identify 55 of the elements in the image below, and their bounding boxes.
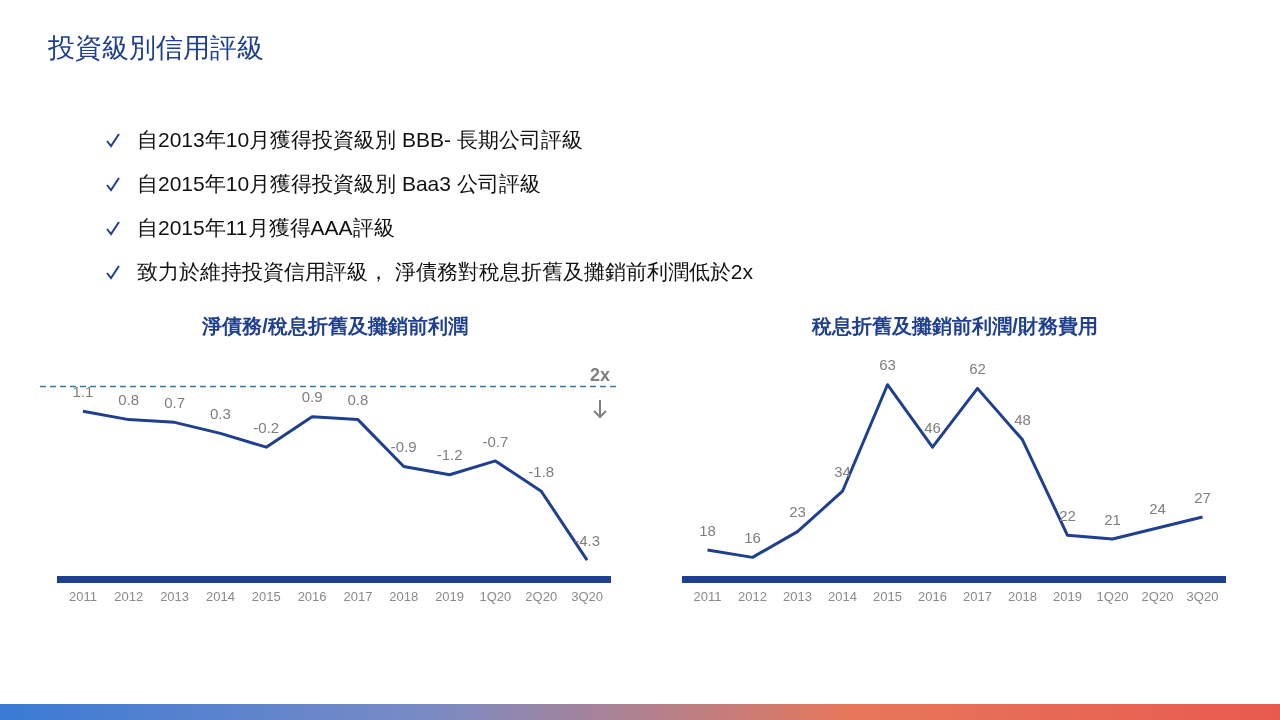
data-label: 27 [1194, 488, 1211, 506]
data-label: 48 [1014, 411, 1031, 429]
x-tick-label: 2014 [205, 588, 235, 604]
x-tick-label: 2011 [693, 588, 722, 604]
x-tick-label: 2018 [389, 588, 419, 604]
data-label: 0.8 [347, 391, 369, 409]
text: 自2015年10月獲得投資級別 Baa3 公司評級 [137, 172, 541, 195]
x-tick-label: 2013 [783, 588, 812, 604]
x-tick-label: 2011 [68, 588, 97, 604]
data-label: 63 [879, 356, 896, 374]
data-label: -0.7 [482, 432, 509, 450]
x-tick-label: 2013 [160, 588, 190, 604]
chart-title: 淨債務/稅息折舊及攤銷前利潤 [201, 314, 468, 337]
x-tick-label: 2012 [114, 588, 144, 604]
data-label: 0.9 [301, 388, 323, 406]
text: 致力於維持投資信用評級， 淨債務對稅息折舊及攤銷前利潤低於2x [137, 260, 754, 283]
x-tick-label: 2017 [963, 588, 992, 604]
x-tick-label: 2018 [1008, 588, 1037, 604]
ref-line-label: 2x [589, 364, 611, 385]
x-tick-label: 2Q20 [1141, 588, 1174, 604]
data-label: 23 [789, 503, 806, 521]
x-tick-label: 2019 [435, 588, 465, 604]
data-label: -1.8 [528, 462, 555, 480]
data-label: 0.8 [118, 391, 140, 409]
x-tick-label: 3Q20 [1186, 588, 1219, 604]
text: 自2013年10月獲得投資級別 BBB- 長期公司評級 [137, 128, 583, 151]
text: 投資級別信用評級 [48, 32, 264, 65]
x-tick-label: 2Q20 [525, 588, 558, 604]
data-label: 18 [699, 521, 716, 539]
x-tick-label: 2015 [873, 588, 902, 604]
data-label: 22 [1059, 506, 1076, 524]
data-label: -0.9 [390, 438, 417, 456]
text: 自2015年11月獲得AAA評級 [137, 216, 395, 239]
x-tick-label: 2016 [297, 588, 327, 604]
x-tick-label: 1Q20 [479, 588, 512, 604]
data-label: -1.2 [436, 446, 463, 464]
data-label: 62 [969, 360, 986, 378]
x-tick-label: 2015 [251, 588, 281, 604]
data-label: 46 [924, 418, 941, 436]
chart-title: 稅息折舊及攤銷前利潤/財務費用 [811, 314, 1098, 337]
x-tick-label: 2012 [738, 588, 767, 604]
data-label: 0.7 [164, 394, 186, 412]
data-label: 16 [744, 529, 761, 546]
data-label: 21 [1104, 510, 1121, 528]
x-tick-label: 1Q20 [1096, 588, 1129, 604]
x-tick-label: 2016 [918, 588, 947, 604]
x-tick-label: 2017 [343, 588, 373, 604]
data-label: 1.1 [72, 382, 94, 400]
x-tick-label: 2019 [1053, 588, 1082, 604]
x-tick-label: 3Q20 [571, 588, 603, 604]
data-label: 24 [1149, 499, 1166, 517]
data-label: -0.2 [253, 418, 280, 436]
x-tick-label: 2014 [828, 588, 857, 604]
data-label: 0.3 [209, 405, 231, 423]
data-label: -4.3 [574, 531, 601, 549]
